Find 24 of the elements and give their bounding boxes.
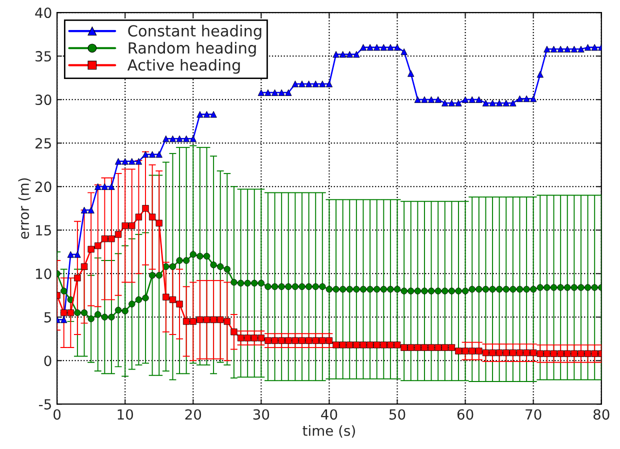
x-tick-label: 20 <box>185 409 202 420</box>
x-tick-label: 80 <box>594 409 610 420</box>
x-tick-label: 40 <box>321 409 338 420</box>
y-tick-label: 25 <box>36 138 51 149</box>
x-axis-title: time (s) <box>302 425 355 438</box>
x-tick-label: 50 <box>390 409 406 420</box>
y-tick-label: 30 <box>36 94 52 106</box>
y-tick-label: 40 <box>35 8 52 18</box>
x-tick-label: 0 <box>54 409 61 420</box>
x-tick-label: 10 <box>118 409 133 420</box>
legend-label: Active heading <box>127 58 240 74</box>
y-tick-label: 15 <box>36 225 51 236</box>
x-tick-label: 70 <box>526 409 542 420</box>
x-tick-label: 60 <box>457 409 474 420</box>
y-tick-label: 0 <box>44 356 52 366</box>
y-tick-label: 20 <box>36 182 52 192</box>
legend-label: Random heading <box>128 42 256 57</box>
y-tick-label: 5 <box>44 312 51 323</box>
y-tick-label: 35 <box>36 51 51 62</box>
y-axis-title: error (m) <box>18 178 31 239</box>
x-tick-label: 30 <box>253 409 270 420</box>
y-tick-label: -5 <box>39 399 51 410</box>
legend-label: Constant heading <box>128 24 262 40</box>
y-tick-label: 10 <box>36 268 52 280</box>
